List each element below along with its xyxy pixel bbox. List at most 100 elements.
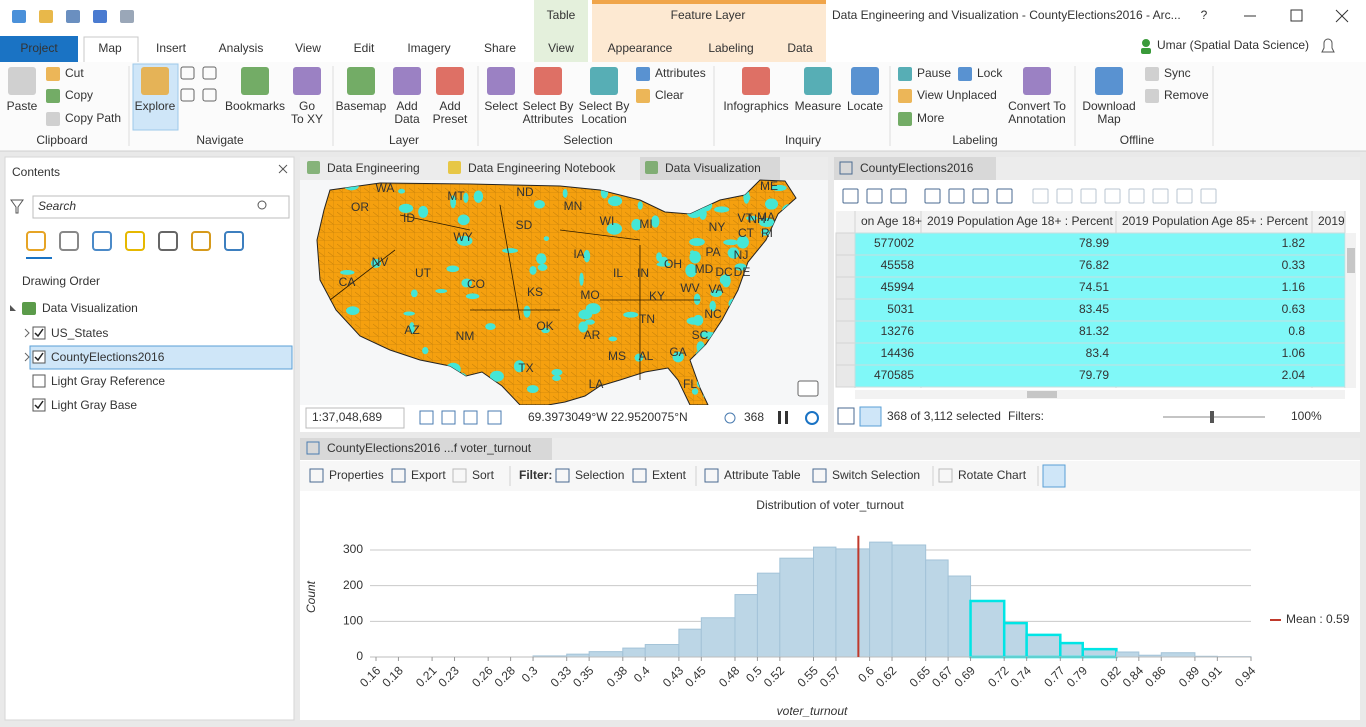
ribbon-button[interactable]: Location — [581, 112, 626, 126]
button-icon — [46, 89, 60, 103]
ribbon-button[interactable]: Attributes — [655, 66, 706, 80]
map-scale[interactable]: 1:37,048,689 — [312, 410, 382, 424]
tab-icon — [306, 441, 320, 455]
ribbon-button[interactable]: Explore — [135, 99, 176, 113]
map-node[interactable]: Data Visualization — [42, 301, 138, 315]
selected-county — [689, 250, 695, 255]
toolbar-icon — [704, 468, 719, 483]
ribbon-tab[interactable]: Analysis — [219, 41, 264, 55]
ribbon-button[interactable]: Attributes — [523, 112, 574, 126]
ribbon-tab[interactable]: Insert — [156, 41, 187, 55]
button-icon — [241, 67, 269, 95]
ribbon-button[interactable]: Add — [439, 99, 460, 113]
ribbon-tab[interactable]: View — [548, 41, 574, 55]
ribbon-button[interactable]: Basemap — [336, 99, 387, 113]
ribbon-tab[interactable]: Data — [787, 41, 813, 55]
ribbon-button[interactable]: Download — [1082, 99, 1135, 113]
ribbon-button[interactable]: Select By — [579, 99, 630, 113]
chart-toolbar-button[interactable]: Switch Selection — [832, 468, 920, 482]
ribbon-button[interactable]: Clear — [655, 88, 684, 102]
state-label: OH — [664, 257, 682, 271]
ribbon-button[interactable]: Map — [1097, 112, 1121, 126]
ribbon-tab[interactable]: View — [295, 41, 321, 55]
histogram-bar — [1115, 651, 1140, 658]
ribbon-button[interactable]: Measure — [795, 99, 842, 113]
ribbon-tab[interactable]: Share — [484, 41, 516, 55]
column-header[interactable]: 2019 — [1318, 214, 1345, 228]
state-label: RI — [761, 226, 773, 240]
view-tab[interactable]: Data Visualization — [665, 161, 761, 175]
column-header[interactable]: 2019 Population Age 85+ : Percent — [1122, 214, 1308, 228]
ribbon-button[interactable]: Pause — [917, 66, 951, 80]
ribbon-button[interactable]: Locate — [847, 99, 883, 113]
ribbon-tab[interactable]: Project — [20, 41, 58, 55]
ribbon-button[interactable]: To XY — [291, 112, 323, 126]
ribbon-button[interactable]: Go — [299, 99, 315, 113]
ribbon-tab[interactable]: Appearance — [608, 41, 673, 55]
ribbon-button[interactable]: More — [917, 111, 945, 125]
layer-name[interactable]: Light Gray Base — [51, 398, 137, 412]
ribbon-tab[interactable]: Labeling — [708, 41, 753, 55]
search-placeholder[interactable]: Search — [38, 199, 76, 213]
state-boundary — [559, 229, 641, 241]
ribbon-button[interactable]: Lock — [977, 66, 1003, 80]
context-tab-stripe — [592, 0, 826, 4]
ribbon-button[interactable]: Annotation — [1008, 112, 1065, 126]
button-icon — [534, 67, 562, 95]
ribbon-tab[interactable]: Edit — [354, 41, 375, 55]
zoom-level[interactable]: 100% — [1291, 409, 1322, 423]
tab-strip — [300, 438, 1360, 460]
ribbon-button[interactable]: Preset — [433, 112, 468, 126]
view-tab[interactable]: Data Engineering — [327, 161, 420, 175]
chart-toolbar-button[interactable]: Sort — [472, 468, 495, 482]
user-name[interactable]: Umar (Spatial Data Science) — [1157, 38, 1309, 52]
ribbon-tab[interactable]: Map — [98, 41, 122, 55]
button-icon — [636, 89, 650, 103]
ribbon-button[interactable]: Paste — [7, 99, 38, 113]
layer-name[interactable]: CountyElections2016 — [51, 350, 165, 364]
ribbon-group-label: Labeling — [952, 133, 997, 147]
ribbon-button[interactable]: Bookmarks — [225, 99, 285, 113]
legend-label: Mean : 0.59 — [1286, 612, 1350, 626]
ribbon-button[interactable]: Select — [484, 99, 518, 113]
layer-name[interactable]: Light Gray Reference — [51, 374, 165, 388]
layer-checkbox — [32, 326, 46, 340]
ribbon-button[interactable]: Remove — [1164, 88, 1209, 102]
view-tab[interactable]: Data Engineering Notebook — [468, 161, 616, 175]
view-tab[interactable]: CountyElections2016 ...f voter_turnout — [327, 441, 532, 455]
ribbon-button[interactable]: Cut — [65, 66, 84, 80]
layer-name[interactable]: US_States — [51, 326, 108, 340]
section-heading: Drawing Order — [22, 274, 100, 288]
selected-county — [608, 336, 618, 342]
view-tab[interactable]: CountyElections2016 — [860, 161, 974, 175]
row-header — [835, 342, 856, 366]
histogram-bar — [734, 594, 758, 658]
ribbon-tab[interactable]: Imagery — [407, 41, 450, 55]
ribbon-button[interactable]: Select By — [523, 99, 574, 113]
ribbon-button[interactable]: Copy — [65, 88, 93, 102]
chart-toolbar-button[interactable]: Extent — [652, 468, 687, 482]
selected-county — [435, 288, 448, 294]
selected-county — [398, 188, 406, 194]
ribbon-button[interactable]: Infographics — [723, 99, 788, 113]
chart-toolbar-button[interactable]: Attribute Table — [724, 468, 801, 482]
column-header[interactable]: on Age 18+ — [861, 214, 922, 228]
help-button[interactable]: ? — [1201, 8, 1208, 22]
chart-toolbar-button[interactable]: Export — [411, 468, 446, 482]
ribbon-button[interactable]: Copy Path — [65, 111, 121, 125]
ribbon-button[interactable]: Data — [394, 112, 420, 126]
ribbon-button[interactable]: Add — [396, 99, 417, 113]
column-header[interactable]: 2019 Population Age 18+ : Percent — [927, 214, 1113, 228]
selected-county — [422, 346, 429, 355]
histogram-bar — [869, 541, 893, 658]
ribbon-button[interactable]: Sync — [1164, 66, 1191, 80]
ribbon-button[interactable]: View Unplaced — [917, 88, 997, 102]
selected-county — [699, 207, 707, 220]
ribbon-button[interactable]: Convert To — [1008, 99, 1066, 113]
chart-toolbar-button[interactable]: Rotate Chart — [958, 468, 1027, 482]
chart-toolbar-button[interactable]: Properties — [329, 468, 384, 482]
selected-county — [672, 351, 684, 363]
chart-toolbar-button[interactable]: Selection — [575, 468, 624, 482]
scale-box — [305, 407, 405, 429]
